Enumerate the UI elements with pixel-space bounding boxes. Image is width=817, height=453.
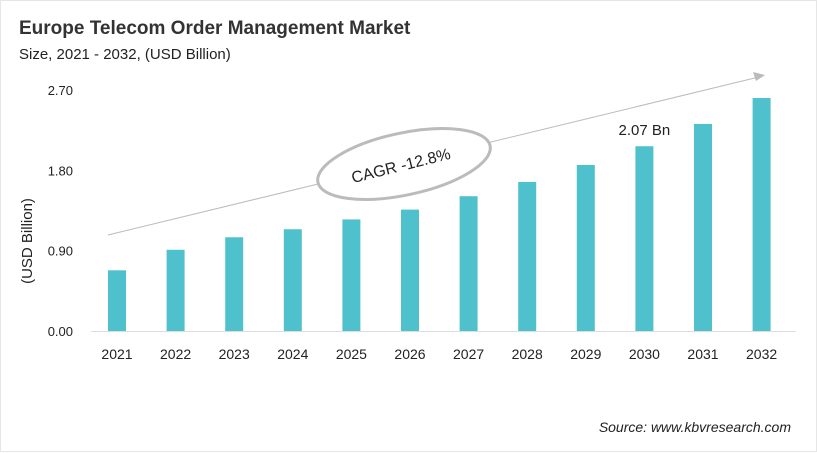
cagr-ellipse: [316, 127, 492, 201]
bar-2026: [401, 209, 419, 331]
chart-subtitle: Size, 2021 - 2032, (USD Billion): [19, 46, 231, 63]
x-tick-label: 2032: [746, 346, 777, 362]
x-tick-label: 2031: [687, 346, 718, 362]
bar-2031: [694, 123, 712, 331]
y-axis-label: (USD Billion): [19, 198, 36, 284]
trend-arrow-head: [753, 72, 765, 81]
bar-2023: [225, 237, 244, 331]
x-tick-label: 2024: [277, 346, 308, 362]
x-tick-label: 2023: [219, 346, 250, 362]
bar-2032: [752, 98, 771, 332]
x-tick-label: 2025: [336, 346, 367, 362]
x-tick-label: 2022: [160, 346, 191, 362]
bar-2021: [108, 270, 126, 331]
bar-2027: [459, 196, 478, 331]
y-tick-label: 1.80: [48, 163, 73, 178]
bar-2028: [518, 181, 537, 331]
bar-2024: [283, 229, 302, 331]
bar-2022: [166, 249, 185, 331]
bar-2030: [635, 146, 654, 331]
bar-2025: [342, 219, 361, 331]
y-tick-label: 0.90: [48, 244, 73, 259]
x-tick-label: 2029: [570, 346, 601, 362]
x-tick-label: 2028: [512, 346, 543, 362]
y-tick-label: 0.00: [48, 324, 73, 339]
x-tick-label: 2026: [394, 346, 425, 362]
chart-title: Europe Telecom Order Management Market: [19, 18, 411, 39]
source-text: Source: www.kbvresearch.com: [599, 419, 792, 435]
y-tick-label: 2.70: [48, 83, 73, 98]
x-tick-label: 2030: [629, 346, 660, 362]
x-tick-label: 2021: [101, 346, 132, 362]
bar-2029: [576, 164, 595, 331]
x-tick-label: 2027: [453, 346, 484, 362]
data-label-2030: 2.07 Bn: [619, 122, 671, 139]
